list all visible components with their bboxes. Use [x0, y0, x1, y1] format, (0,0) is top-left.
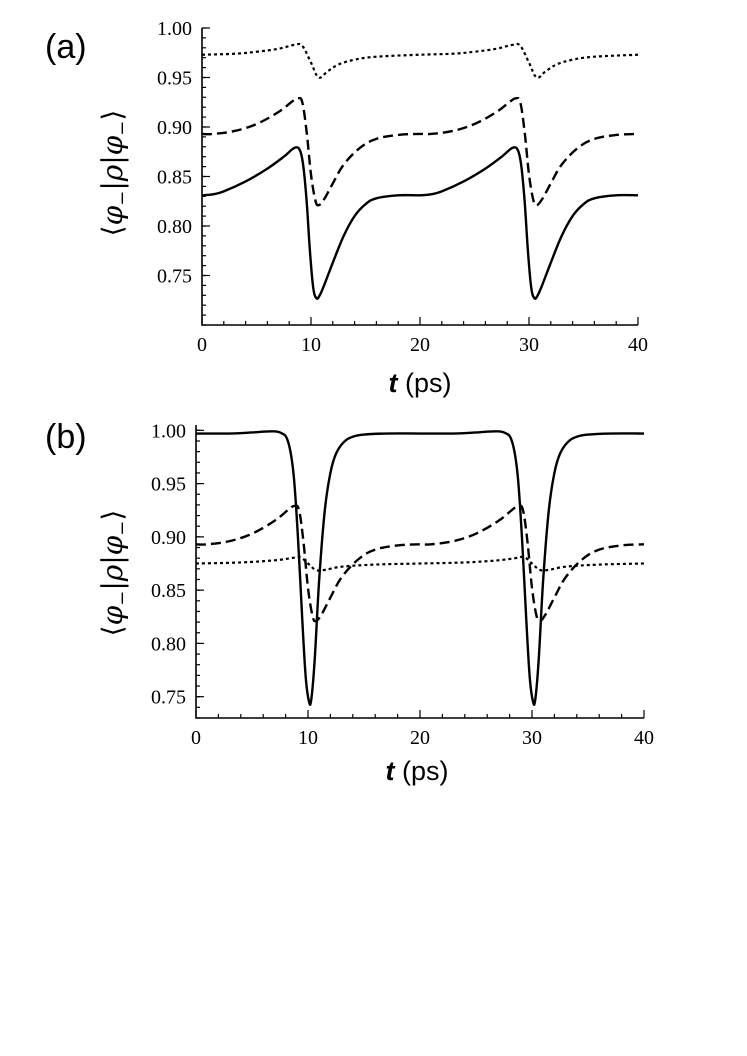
y-tick-label-a-2: 0.85 [157, 167, 192, 189]
y-phi1-b: φ [96, 605, 129, 625]
panel-b: (b) 0.75 0.80 0.85 0.90 0.95 1.00 0 10 20 30 40 t… [45, 418, 654, 786]
panel-label-b: (b) [45, 418, 87, 456]
y-bar1-a: | [96, 181, 129, 190]
series-line-b-solid [195, 430, 645, 706]
x-tick-label-b-4: 40 [634, 727, 654, 749]
x-axis-var-a: t [389, 368, 399, 398]
y-sub1-b: − [112, 591, 133, 606]
y-sub2-b: − [112, 521, 133, 536]
axes-frame-b [195, 425, 644, 719]
y-ticks-a: 0.75 0.80 0.85 0.90 0.95 1.00 [157, 18, 210, 326]
y-tick-label-b-5: 1.00 [151, 420, 186, 442]
y-tick-label-a-0: 0.75 [157, 266, 192, 288]
y-tick-label-b-2: 0.85 [151, 580, 186, 602]
series-line-a-solid [201, 146, 639, 300]
y-tick-label-a-1: 0.80 [157, 216, 192, 238]
y-tick-label-b-4: 0.95 [151, 474, 186, 496]
x-axis-unit-a: (ps) [398, 368, 452, 398]
y-axis-title-a: ⟨φ−|ρ|φ−⟩ [96, 110, 133, 237]
y-tick-label-a-3: 0.90 [157, 117, 192, 139]
series-line-a-dotted [201, 42, 639, 79]
x-tick-label-a-2: 20 [410, 334, 430, 356]
series-line-b-dotted [195, 555, 645, 572]
y-open-b: ⟨ [96, 625, 129, 636]
y-tick-label-a-4: 0.95 [157, 68, 192, 90]
y-open-a: ⟨ [96, 225, 129, 236]
x-ticks-b: 0 10 20 30 40 [191, 710, 654, 749]
x-tick-label-b-3: 30 [522, 727, 542, 749]
y-phi1-a: φ [96, 205, 129, 225]
x-axis-title-a: t (ps) [389, 368, 452, 398]
y-ticks-b: 0.75 0.80 0.85 0.90 0.95 1.00 [151, 420, 204, 719]
x-tick-label-a-4: 40 [628, 334, 648, 356]
x-axis-unit-b: (ps) [395, 756, 449, 786]
y-bar2-a: | [96, 155, 129, 164]
series-line-a-dashed [201, 96, 639, 207]
y-close-b: ⟩ [96, 510, 129, 521]
y-phi2-a: φ [96, 135, 129, 155]
panel-label-a: (a) [45, 28, 87, 66]
y-rho-b: ρ [96, 564, 129, 582]
y-tick-label-a-5: 1.00 [157, 18, 192, 40]
series-a [201, 42, 639, 300]
series-b [195, 430, 645, 706]
y-bar2-b: | [96, 555, 129, 564]
x-axis-var-b: t [386, 756, 396, 786]
x-tick-label-a-3: 30 [519, 334, 539, 356]
x-tick-label-b-2: 20 [410, 727, 430, 749]
y-tick-label-b-0: 0.75 [151, 687, 186, 709]
x-tick-label-b-0: 0 [191, 727, 201, 749]
y-tick-label-b-1: 0.80 [151, 633, 186, 655]
y-axis-title-b: ⟨φ−|ρ|φ−⟩ [96, 510, 133, 637]
axes-frame-a [201, 28, 638, 326]
y-rho-a: ρ [96, 164, 129, 182]
y-phi2-b: φ [96, 535, 129, 555]
x-tick-label-a-0: 0 [197, 334, 207, 356]
y-close-a: ⟩ [96, 110, 129, 121]
x-tick-label-a-1: 10 [301, 334, 321, 356]
series-line-b-dashed [195, 504, 645, 623]
x-axis-title-b: t (ps) [386, 756, 449, 786]
y-sub1-a: − [112, 191, 133, 206]
y-bar1-b: | [96, 581, 129, 590]
x-tick-label-b-1: 10 [298, 727, 318, 749]
x-ticks-a: 0 10 20 30 40 [197, 317, 648, 356]
y-sub2-a: − [112, 121, 133, 136]
y-tick-label-b-3: 0.90 [151, 527, 186, 549]
panel-a: (a) 0.75 0.80 0.85 0.90 0.95 1.00 0 10 20 30 40 t… [45, 18, 648, 398]
